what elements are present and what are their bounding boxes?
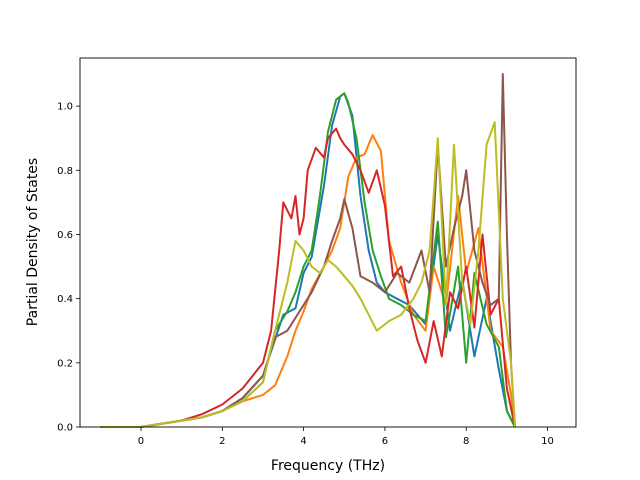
series-line-4 bbox=[100, 127, 516, 428]
series-line-5 bbox=[100, 73, 516, 428]
y-tick-label: 1.0 bbox=[57, 102, 73, 113]
x-tick-label: 10 bbox=[541, 436, 554, 447]
series-line-6 bbox=[100, 121, 516, 428]
y-tick-label: 0.6 bbox=[57, 230, 73, 241]
y-tick-label: 0.0 bbox=[57, 423, 73, 434]
x-tick-label: 2 bbox=[219, 436, 225, 447]
x-tick-label: 8 bbox=[463, 436, 469, 447]
y-tick-label: 0.8 bbox=[57, 166, 73, 177]
y-axis-label: Partial Density of States bbox=[25, 158, 41, 326]
series-layer bbox=[100, 73, 516, 428]
plot-frame bbox=[79, 57, 577, 428]
x-tick-label: 6 bbox=[382, 436, 388, 447]
y-tick-label: 0.2 bbox=[57, 358, 73, 369]
y-tick-label: 0.4 bbox=[57, 294, 73, 305]
x-axis-label: Frequency (THz) bbox=[271, 458, 385, 474]
x-tick-label: 4 bbox=[300, 436, 306, 447]
tick-layer: 0 2 4 6 8 10 0.0 0.2 0.4 0.6 0.8 1.0 bbox=[57, 102, 554, 447]
x-tick-label: 0 bbox=[138, 436, 144, 447]
